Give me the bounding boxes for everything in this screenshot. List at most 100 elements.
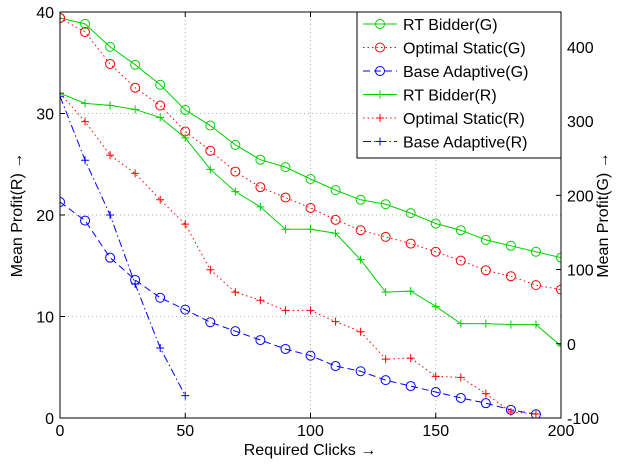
marker: [255, 154, 266, 165]
marker: [156, 343, 165, 352]
marker: [256, 202, 265, 211]
y-tick-label: 20: [36, 208, 54, 225]
marker: [205, 317, 216, 328]
marker: [305, 350, 316, 361]
marker: [505, 271, 516, 282]
marker: [480, 234, 491, 245]
marker: [131, 105, 140, 114]
y-tick-label: 40: [36, 5, 54, 22]
marker: [530, 409, 541, 418]
marker: [305, 174, 316, 185]
marker: [530, 280, 541, 291]
marker: [456, 319, 465, 328]
marker: [231, 288, 240, 297]
marker: [255, 182, 266, 193]
marker: [405, 238, 416, 249]
marker: [80, 27, 91, 38]
legend-label: Optimal Static(R): [403, 111, 525, 128]
marker: [156, 195, 165, 204]
marker: [60, 92, 64, 101]
marker: [455, 225, 466, 236]
x-tick-label: 50: [176, 423, 194, 440]
marker: [355, 366, 366, 377]
marker: [356, 255, 365, 264]
marker: [330, 214, 341, 225]
marker: [130, 59, 141, 70]
x-tick-label: 100: [297, 423, 324, 440]
marker: [375, 19, 385, 29]
marker: [355, 194, 366, 205]
marker: [130, 82, 141, 93]
marker: [281, 306, 290, 315]
marker: [105, 58, 116, 69]
legend-label: RT Bidder(G): [403, 17, 498, 34]
marker: [405, 381, 416, 392]
marker: [306, 306, 315, 315]
marker: [280, 192, 291, 203]
marker: [81, 99, 90, 108]
marker: [455, 255, 466, 266]
marker: [381, 355, 390, 364]
y-axis-label: Mean Profit(R) →: [9, 153, 26, 277]
marker: [431, 302, 440, 311]
marker: [280, 343, 291, 354]
marker: [331, 317, 340, 326]
marker: [430, 246, 441, 257]
marker: [106, 101, 115, 110]
marker: [281, 225, 290, 234]
marker: [205, 120, 216, 131]
marker: [230, 139, 241, 150]
x-tick-label: 200: [548, 423, 575, 440]
marker: [506, 320, 515, 329]
legend-label: RT Bidder(R): [403, 88, 497, 105]
marker: [80, 215, 91, 226]
marker: [530, 246, 541, 257]
marker: [376, 114, 384, 122]
series-line: [60, 92, 536, 415]
legend-label: Optimal Static(G): [403, 41, 526, 58]
marker: [556, 284, 561, 295]
marker: [155, 292, 166, 303]
marker: [280, 162, 291, 173]
x-tick-label: 150: [422, 423, 449, 440]
marker: [106, 211, 115, 219]
marker: [355, 225, 366, 236]
marker: [180, 304, 191, 315]
y2-tick-label: 400: [567, 40, 594, 57]
marker: [406, 354, 415, 363]
marker: [356, 327, 365, 336]
marker: [230, 166, 241, 177]
marker: [405, 208, 416, 219]
marker: [156, 113, 165, 122]
marker: [375, 42, 385, 53]
marker: [231, 187, 240, 196]
marker: [330, 185, 341, 196]
y2-tick-label: 300: [567, 114, 594, 131]
marker: [155, 79, 166, 90]
legend-box: [356, 11, 562, 159]
marker: [256, 296, 265, 305]
axes: 0 50 100 150 200 0 10 20 30 40 -100 0 100 200 300 400: [36, 5, 599, 440]
marker: [481, 319, 490, 328]
marker: [375, 66, 385, 76]
marker: [380, 231, 391, 242]
marker: [81, 156, 90, 165]
marker: [431, 372, 440, 381]
marker: [481, 389, 490, 398]
marker: [80, 18, 91, 29]
marker: [181, 391, 190, 400]
y-tick-label: 30: [36, 107, 54, 124]
legend: RT Bidder(G) Optimal Static(G) Base Adapti…: [356, 11, 562, 159]
marker: [406, 287, 415, 296]
marker: [480, 265, 491, 276]
marker: [155, 100, 166, 111]
marker: [480, 398, 491, 409]
marker: [331, 229, 340, 238]
marker: [105, 41, 116, 52]
marker: [557, 341, 561, 350]
marker: [60, 12, 65, 23]
x-tick-label: 0: [56, 423, 65, 440]
marker: [81, 117, 90, 126]
marker: [205, 145, 216, 156]
